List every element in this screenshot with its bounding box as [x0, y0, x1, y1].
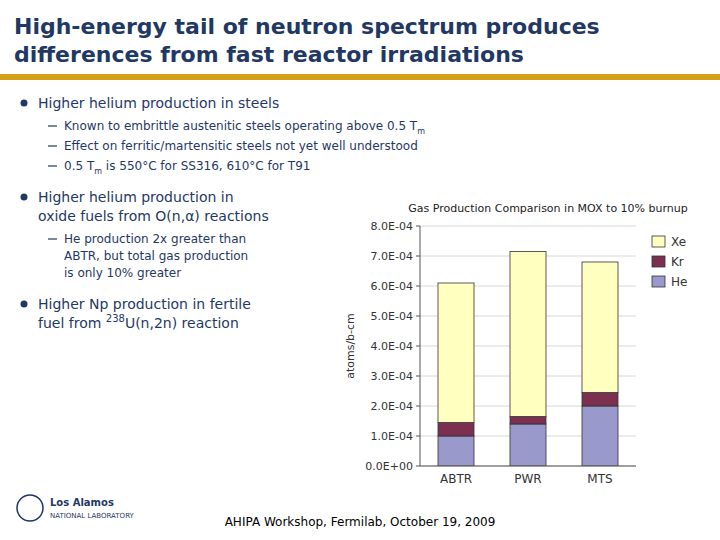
y-tick	[416, 466, 420, 467]
bullet-dot	[21, 100, 28, 107]
slide: High-energy tail of neutron spectrum pro…	[0, 0, 720, 540]
subscript: m	[417, 127, 425, 136]
logo-text: Los Alamos	[50, 497, 114, 508]
bar-segment	[510, 252, 546, 417]
sub-bullet-text: Known to embrittle austenitic steels ope…	[64, 119, 425, 136]
subscript: m	[94, 167, 102, 176]
y-tick-label: 0.0E+00	[365, 460, 413, 473]
grid	[420, 226, 636, 466]
slide-title: High-energy tail of neutron spectrum pro…	[14, 14, 600, 39]
grid-line	[420, 466, 636, 467]
bar-segment	[438, 283, 474, 423]
x-tick-label: MTS	[587, 472, 612, 486]
y-tick	[416, 316, 420, 317]
y-tick	[416, 406, 420, 407]
bullet-text: Higher helium production in	[38, 189, 234, 205]
sub-bullet-text: 0.5 Tm is 550°C for SS316, 610°C for T91	[64, 159, 310, 176]
bullet-text-part: U(n,2n) reaction	[125, 315, 239, 331]
y-tick	[416, 346, 420, 347]
sub-bullet-text-part: Effect on ferritic/martensitic steels no…	[64, 139, 418, 153]
sub-bullet-dash	[48, 165, 57, 166]
x-tick-label: PWR	[514, 472, 541, 486]
legend-label: He	[671, 275, 687, 289]
bullet-text-part: Higher helium production in	[38, 189, 234, 205]
logo-mark	[17, 495, 43, 521]
bars	[438, 252, 618, 467]
bullet-text: oxide fuels from O(n,α) reactions	[38, 208, 269, 224]
bullet-text-part: Higher helium production in steels	[38, 95, 279, 111]
sub-bullet-text-part: is 550°C for SS316, 610°C for T91	[102, 159, 310, 173]
legend-label: Kr	[671, 255, 684, 269]
legend-swatch	[652, 256, 665, 267]
x-tick-label: ABTR	[440, 472, 472, 486]
y-tick-label: 4.0E-04	[371, 340, 413, 353]
bullet-dot	[21, 301, 28, 308]
sub-bullet-text-part: is only 10% greater	[64, 266, 181, 280]
bullet-text: Higher helium production in steels	[38, 95, 279, 111]
sub-bullet-text-part: Known to embrittle austenitic steels ope…	[64, 119, 418, 133]
bullet-text-part: fuel from	[38, 315, 106, 331]
logo-text: NATIONAL LABORATORY	[50, 512, 135, 520]
sub-bullet-dash	[48, 145, 57, 146]
sub-bullet-text-part: ABTR, but total gas production	[64, 249, 248, 263]
y-tick-label: 1.0E-04	[371, 430, 413, 443]
sub-bullet-text-part: He production 2x greater than	[64, 232, 246, 246]
bar-segment	[510, 417, 546, 425]
sub-bullet-text-part: 0.5 T	[64, 159, 95, 173]
bullet-text-part: oxide fuels from O(n,α) reactions	[38, 208, 269, 224]
y-tick	[416, 436, 420, 437]
y-tick	[416, 256, 420, 257]
y-axis-label: atoms/b-cm	[344, 313, 357, 379]
bar-segment	[582, 406, 618, 466]
background	[0, 0, 720, 540]
chart-title: Gas Production Comparison in MOX to 10% …	[408, 202, 688, 215]
y-tick-label: 2.0E-04	[371, 400, 413, 413]
superscript: 238	[106, 313, 125, 324]
y-tick	[416, 226, 420, 227]
sub-bullet-text: He production 2x greater than	[64, 232, 246, 246]
bar-segment	[510, 424, 546, 466]
bullet-text: Higher Np production in fertile	[38, 296, 251, 312]
y-tick-label: 5.0E-04	[371, 310, 413, 323]
bar-segment	[582, 393, 618, 407]
title-rule	[0, 74, 720, 80]
x-axis	[420, 466, 636, 467]
bar-segment	[582, 262, 618, 393]
y-axis	[420, 226, 421, 466]
sub-bullet-dash	[48, 238, 57, 239]
y-tick-label: 3.0E-04	[371, 370, 413, 383]
y-tick-label: 8.0E-04	[371, 220, 413, 233]
bullet-dot	[21, 194, 28, 201]
bullet-text-part: Higher Np production in fertile	[38, 296, 251, 312]
y-tick	[416, 286, 420, 287]
sub-bullet-dash	[48, 125, 57, 126]
y-tick	[416, 376, 420, 377]
bullet-text: fuel from 238U(n,2n) reaction	[38, 313, 239, 331]
legend-swatch	[652, 236, 665, 247]
bar-segment	[438, 423, 474, 437]
footer: AHIPA Workshop, Fermilab, October 19, 20…	[225, 515, 496, 529]
y-tick-label: 6.0E-04	[371, 280, 413, 293]
sub-bullet-text: Effect on ferritic/martensitic steels no…	[64, 139, 418, 153]
grid-line	[420, 226, 636, 227]
legend: Xe Kr He	[652, 235, 687, 289]
slide-title: differences from fast reactor irradiatio…	[14, 42, 524, 67]
sub-bullet-text: is only 10% greater	[64, 266, 181, 280]
legend-swatch	[652, 276, 665, 287]
y-tick-label: 7.0E-04	[371, 250, 413, 263]
bar-segment	[438, 436, 474, 466]
legend-label: Xe	[671, 235, 686, 249]
sub-bullet-text: ABTR, but total gas production	[64, 249, 248, 263]
